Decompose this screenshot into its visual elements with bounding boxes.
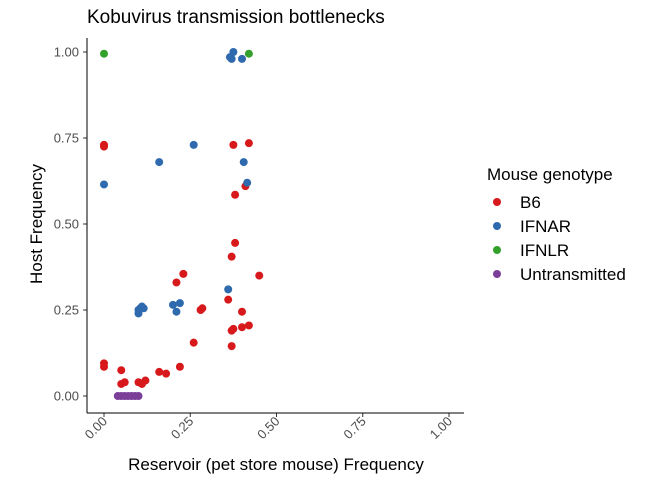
legend-label: IFNAR xyxy=(520,217,571,236)
point-b6 xyxy=(100,362,108,371)
point-b6 xyxy=(155,367,164,376)
point-ifnar xyxy=(189,140,198,149)
point-b6 xyxy=(231,238,240,247)
y-tick-label: 0.50 xyxy=(54,217,79,232)
point-b6 xyxy=(231,190,240,199)
point-b6 xyxy=(224,295,233,304)
point-b6 xyxy=(120,378,129,387)
point-b6 xyxy=(172,278,181,287)
x-tick-label: 0.50 xyxy=(254,414,283,443)
legend-key-untransmitted xyxy=(493,270,501,278)
y-tick-label: 0.75 xyxy=(54,131,79,146)
point-ifnar xyxy=(239,158,248,167)
point-ifnar xyxy=(224,285,233,294)
point-b6 xyxy=(189,338,198,347)
x-axis-ticks: 0.00 0.25 0.50 0.75 1.00 xyxy=(82,413,456,443)
legend-label: IFNLR xyxy=(520,241,569,260)
point-b6 xyxy=(175,362,184,371)
point-b6 xyxy=(229,324,238,333)
y-axis-title: Host Frequency xyxy=(27,164,46,284)
point-ifnlr xyxy=(244,49,253,58)
point-ifnar xyxy=(175,299,184,308)
y-tick-label: 0.25 xyxy=(54,303,79,318)
point-b6 xyxy=(162,369,171,378)
point-ifnar xyxy=(229,48,238,56)
point-b6 xyxy=(244,139,253,148)
point-b6 xyxy=(100,142,108,151)
legend-key-ifnar xyxy=(493,222,501,230)
point-b6 xyxy=(141,376,150,385)
y-axis-ticks: 0.00 0.25 0.50 0.75 1.00 xyxy=(54,45,87,404)
point-b6 xyxy=(238,307,246,316)
point-untransmitted xyxy=(134,392,143,400)
legend-label: B6 xyxy=(520,193,541,212)
point-b6 xyxy=(117,366,126,375)
point-b6 xyxy=(198,304,207,313)
point-b6 xyxy=(255,271,264,280)
point-b6 xyxy=(229,140,238,149)
data-points xyxy=(100,48,264,400)
chart-title: Kobuvirus transmission bottlenecks xyxy=(87,7,385,28)
legend-title: Mouse genotype xyxy=(487,165,613,184)
x-tick-label: 0.25 xyxy=(168,414,197,443)
point-b6 xyxy=(227,252,236,261)
x-axis-title: Reservoir (pet store mouse) Frequency xyxy=(128,455,424,474)
point-ifnar xyxy=(139,304,148,313)
point-b6 xyxy=(244,321,253,330)
point-b6 xyxy=(179,269,188,278)
point-ifnar xyxy=(169,300,177,309)
point-ifnar xyxy=(243,178,252,187)
point-ifnar xyxy=(172,307,181,316)
point-ifnar xyxy=(100,180,108,189)
point-ifnar xyxy=(155,158,164,167)
point-ifnar xyxy=(238,54,246,63)
point-ifnlr xyxy=(100,49,108,58)
legend: B6 IFNAR IFNLR Untransmitted xyxy=(493,193,626,284)
legend-key-ifnlr xyxy=(493,246,501,254)
x-tick-label: 0.00 xyxy=(82,414,111,443)
point-ifnar xyxy=(227,54,236,63)
y-tick-label: 1.00 xyxy=(54,45,79,60)
x-tick-label: 1.00 xyxy=(427,414,456,443)
point-b6 xyxy=(238,323,246,332)
legend-label: Untransmitted xyxy=(520,265,626,284)
y-tick-label: 0.00 xyxy=(54,389,79,404)
legend-key-b6 xyxy=(493,198,501,206)
point-b6 xyxy=(227,342,236,351)
x-tick-label: 0.75 xyxy=(340,414,369,443)
